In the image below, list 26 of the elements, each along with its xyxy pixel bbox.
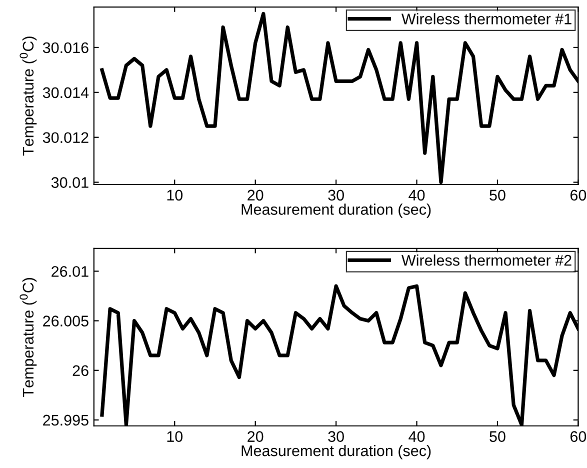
y-tick-label: 26.01 — [52, 266, 88, 277]
y-axis-title: Temperature ($^{0}$C) — [20, 278, 37, 397]
x-tick-label: 30 — [328, 431, 344, 442]
y-axis-title: Temperature ($^{0}$C) — [20, 36, 37, 156]
x-tick-label: 40 — [408, 190, 425, 201]
x-axis-title: Measurement duration (sec) — [242, 204, 431, 218]
legend-label: Wireless thermometer #2 — [402, 254, 572, 266]
legend-label: Wireless thermometer #1 — [402, 13, 572, 24]
x-tick-label: 20 — [248, 431, 264, 442]
y-tick-label: 30.016 — [42, 42, 88, 54]
y-tick-label: 26 — [72, 365, 88, 376]
y-tick-label: 30.01 — [51, 177, 88, 188]
x-tick-label: 60 — [570, 190, 586, 201]
y-tick-label: 26.005 — [43, 316, 88, 326]
x-axis-title: Measurement duration (sec) — [242, 444, 431, 460]
x-tick-label: 50 — [490, 190, 506, 201]
x-tick-label: 30 — [328, 190, 344, 201]
x-tick-label: 50 — [490, 431, 506, 442]
y-tick-label: 30.012 — [42, 132, 88, 144]
y-tick-label: 25.995 — [43, 414, 88, 426]
x-tick-label: 40 — [408, 431, 425, 442]
x-tick-label: 10 — [167, 431, 183, 442]
x-tick-label: 20 — [248, 190, 264, 201]
y-tick-label: 30.014 — [42, 87, 89, 98]
x-tick-label: 10 — [167, 190, 183, 201]
x-tick-label: 60 — [570, 431, 586, 442]
